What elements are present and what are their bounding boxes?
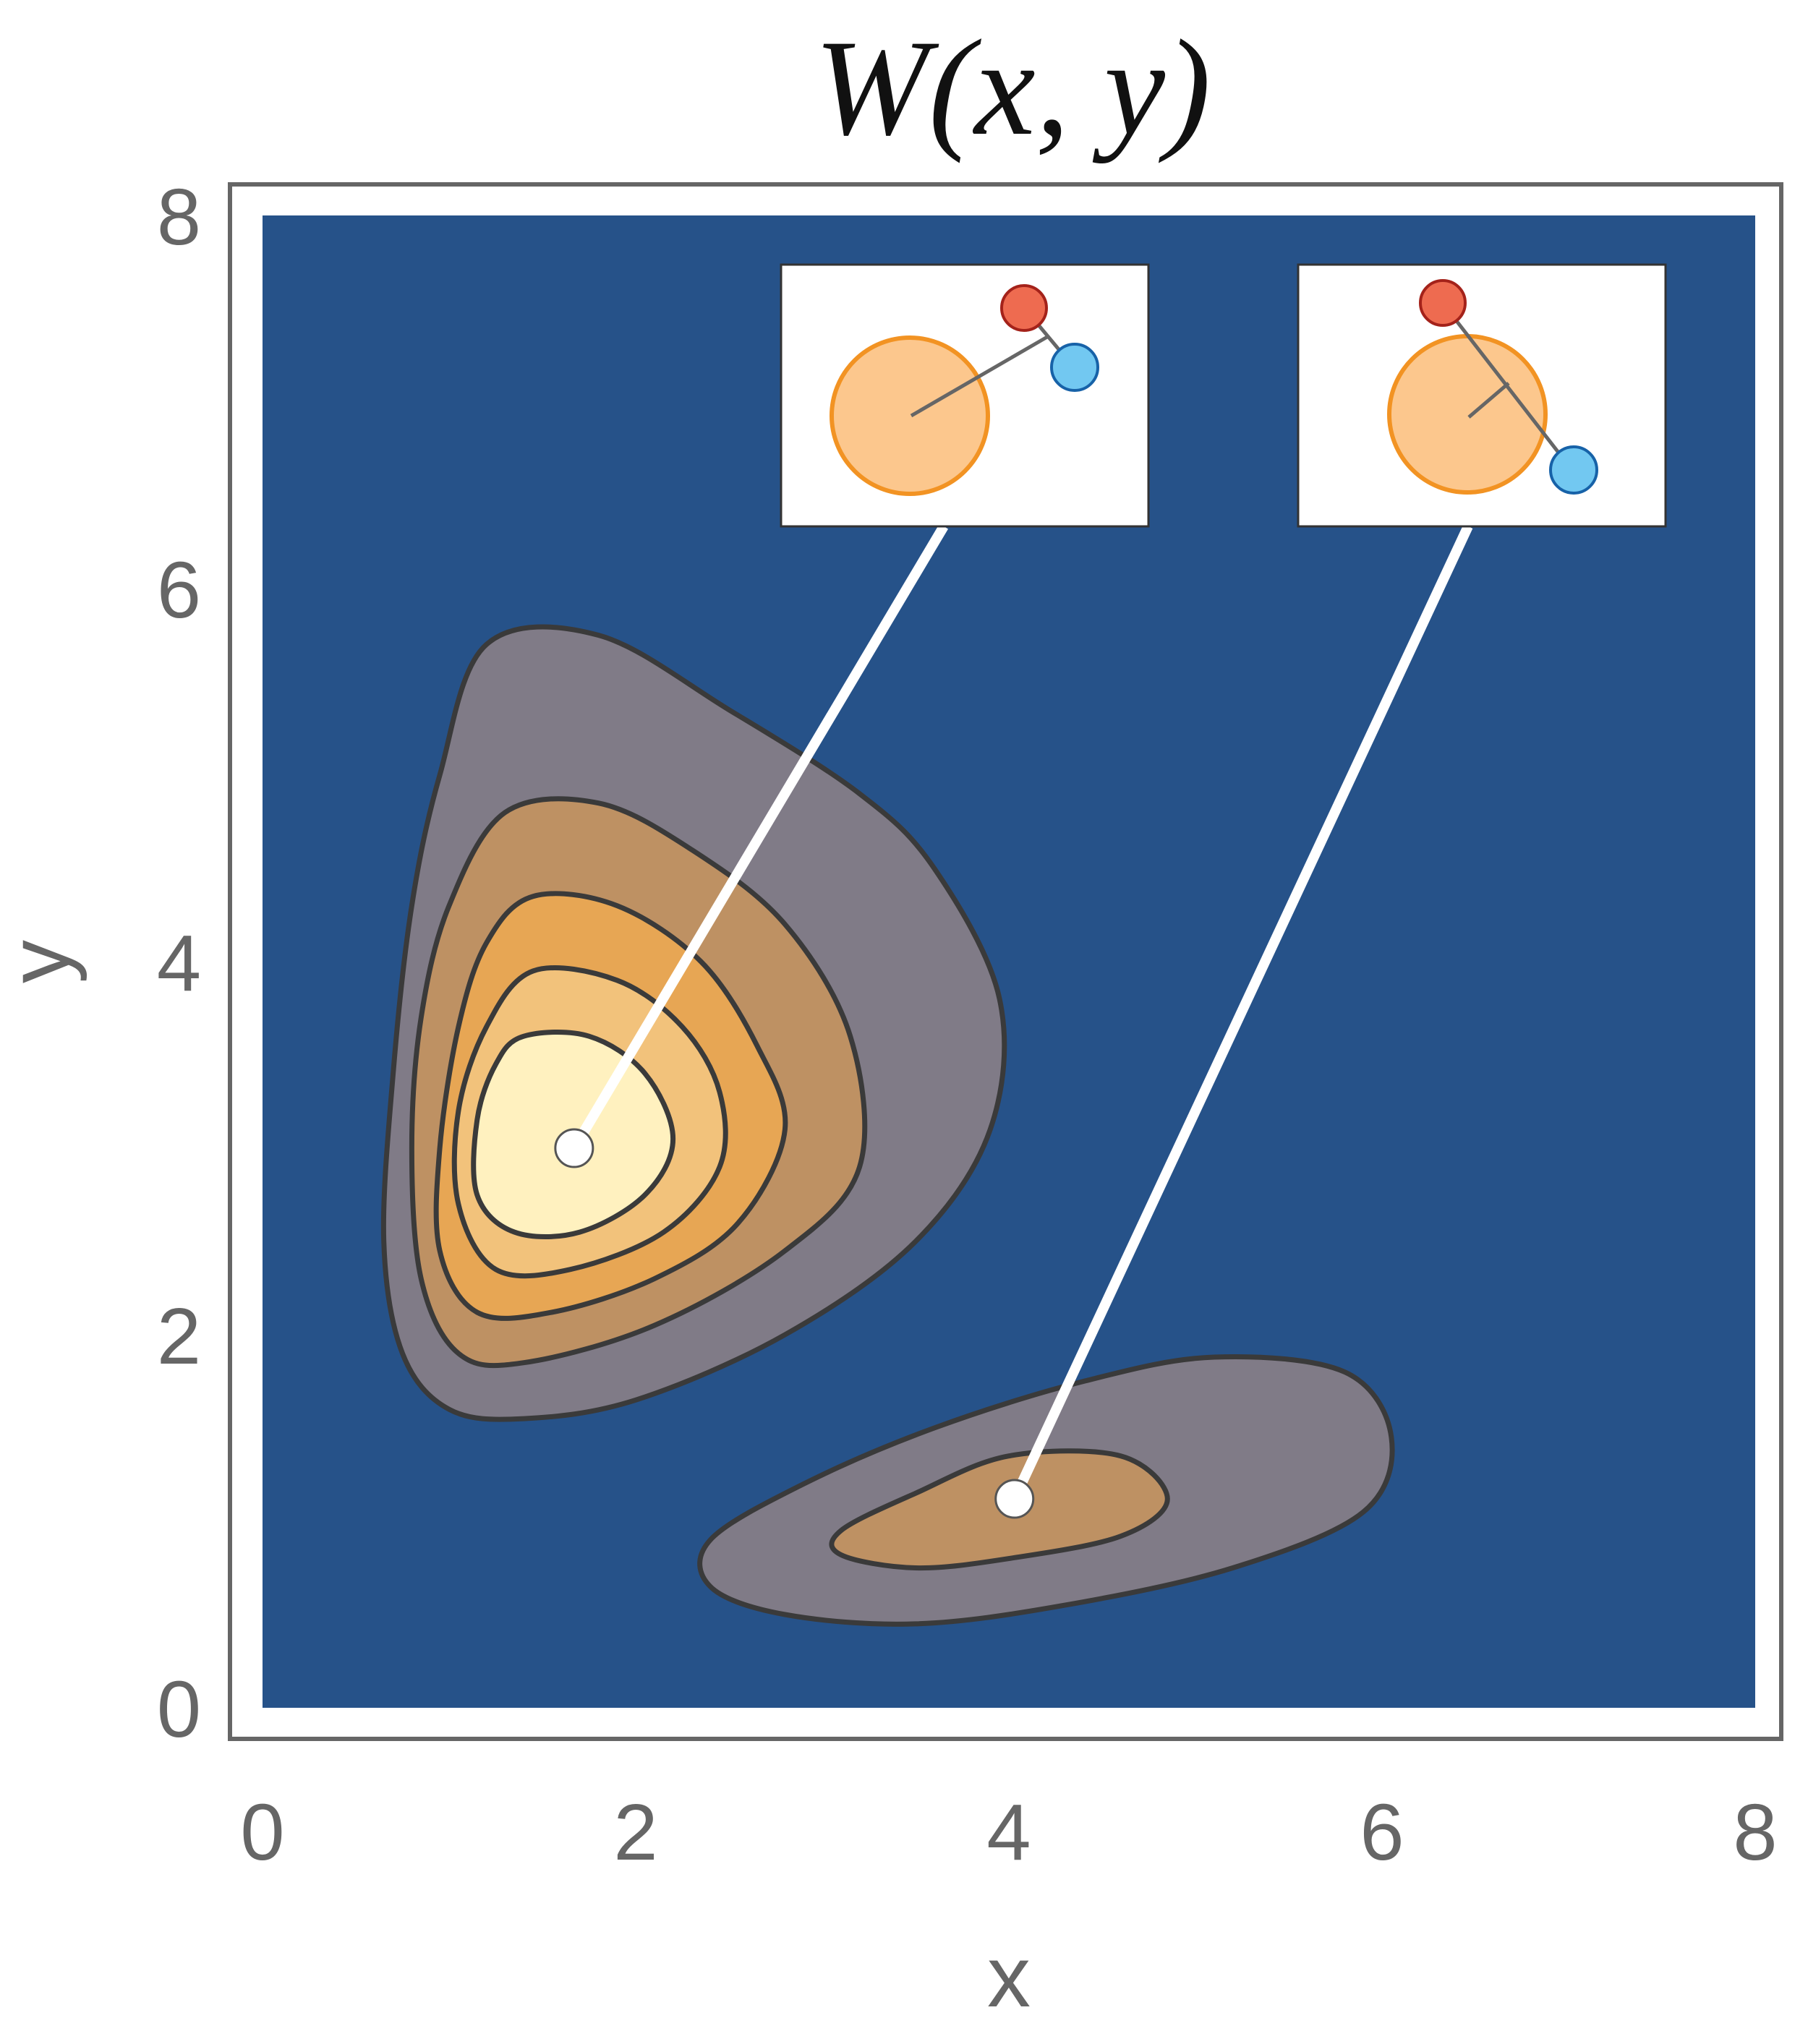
x-tick-label: 4 [986,1788,1031,1877]
x-tick-label: 2 [613,1788,657,1877]
x-tick-label: 6 [1360,1788,1404,1877]
y-tick-label: 8 [157,173,201,262]
blue-atom-icon [1050,343,1099,392]
red-atom-icon [1000,284,1048,332]
bond-line [1443,304,1575,474]
y-tick-label: 6 [157,546,201,635]
callout-line-2 [1010,524,1473,1501]
contour-layer [380,624,1395,1627]
chart-title: W(x, y) [814,12,1211,164]
y-axis-label: y [0,940,88,983]
x-tick-label: 8 [1733,1788,1777,1877]
y-axis-ticks: 0 2 4 6 8 [157,173,201,1754]
red-atom-icon [1419,279,1467,327]
y-tick-label: 0 [157,1665,201,1754]
y-tick-label: 4 [157,919,201,1008]
peak-marker-2 [994,1479,1035,1519]
large-atom-icon [1387,334,1548,495]
bond-line [1467,382,1510,419]
inset-molecule-2 [1297,263,1667,528]
y-tick-label: 2 [157,1292,201,1381]
x-axis-label: x [987,1928,1031,2025]
inset-molecule-1 [780,263,1150,528]
callout-line-1 [569,523,949,1151]
peak-marker-1 [554,1128,594,1168]
large-atom-icon [830,335,990,496]
callout-lines [554,523,1473,1519]
x-tick-label: 0 [240,1788,284,1877]
bond-line [910,335,1049,418]
blue-atom-icon [1549,445,1598,495]
x-axis-ticks: 0 2 4 6 8 [240,1788,1777,1877]
